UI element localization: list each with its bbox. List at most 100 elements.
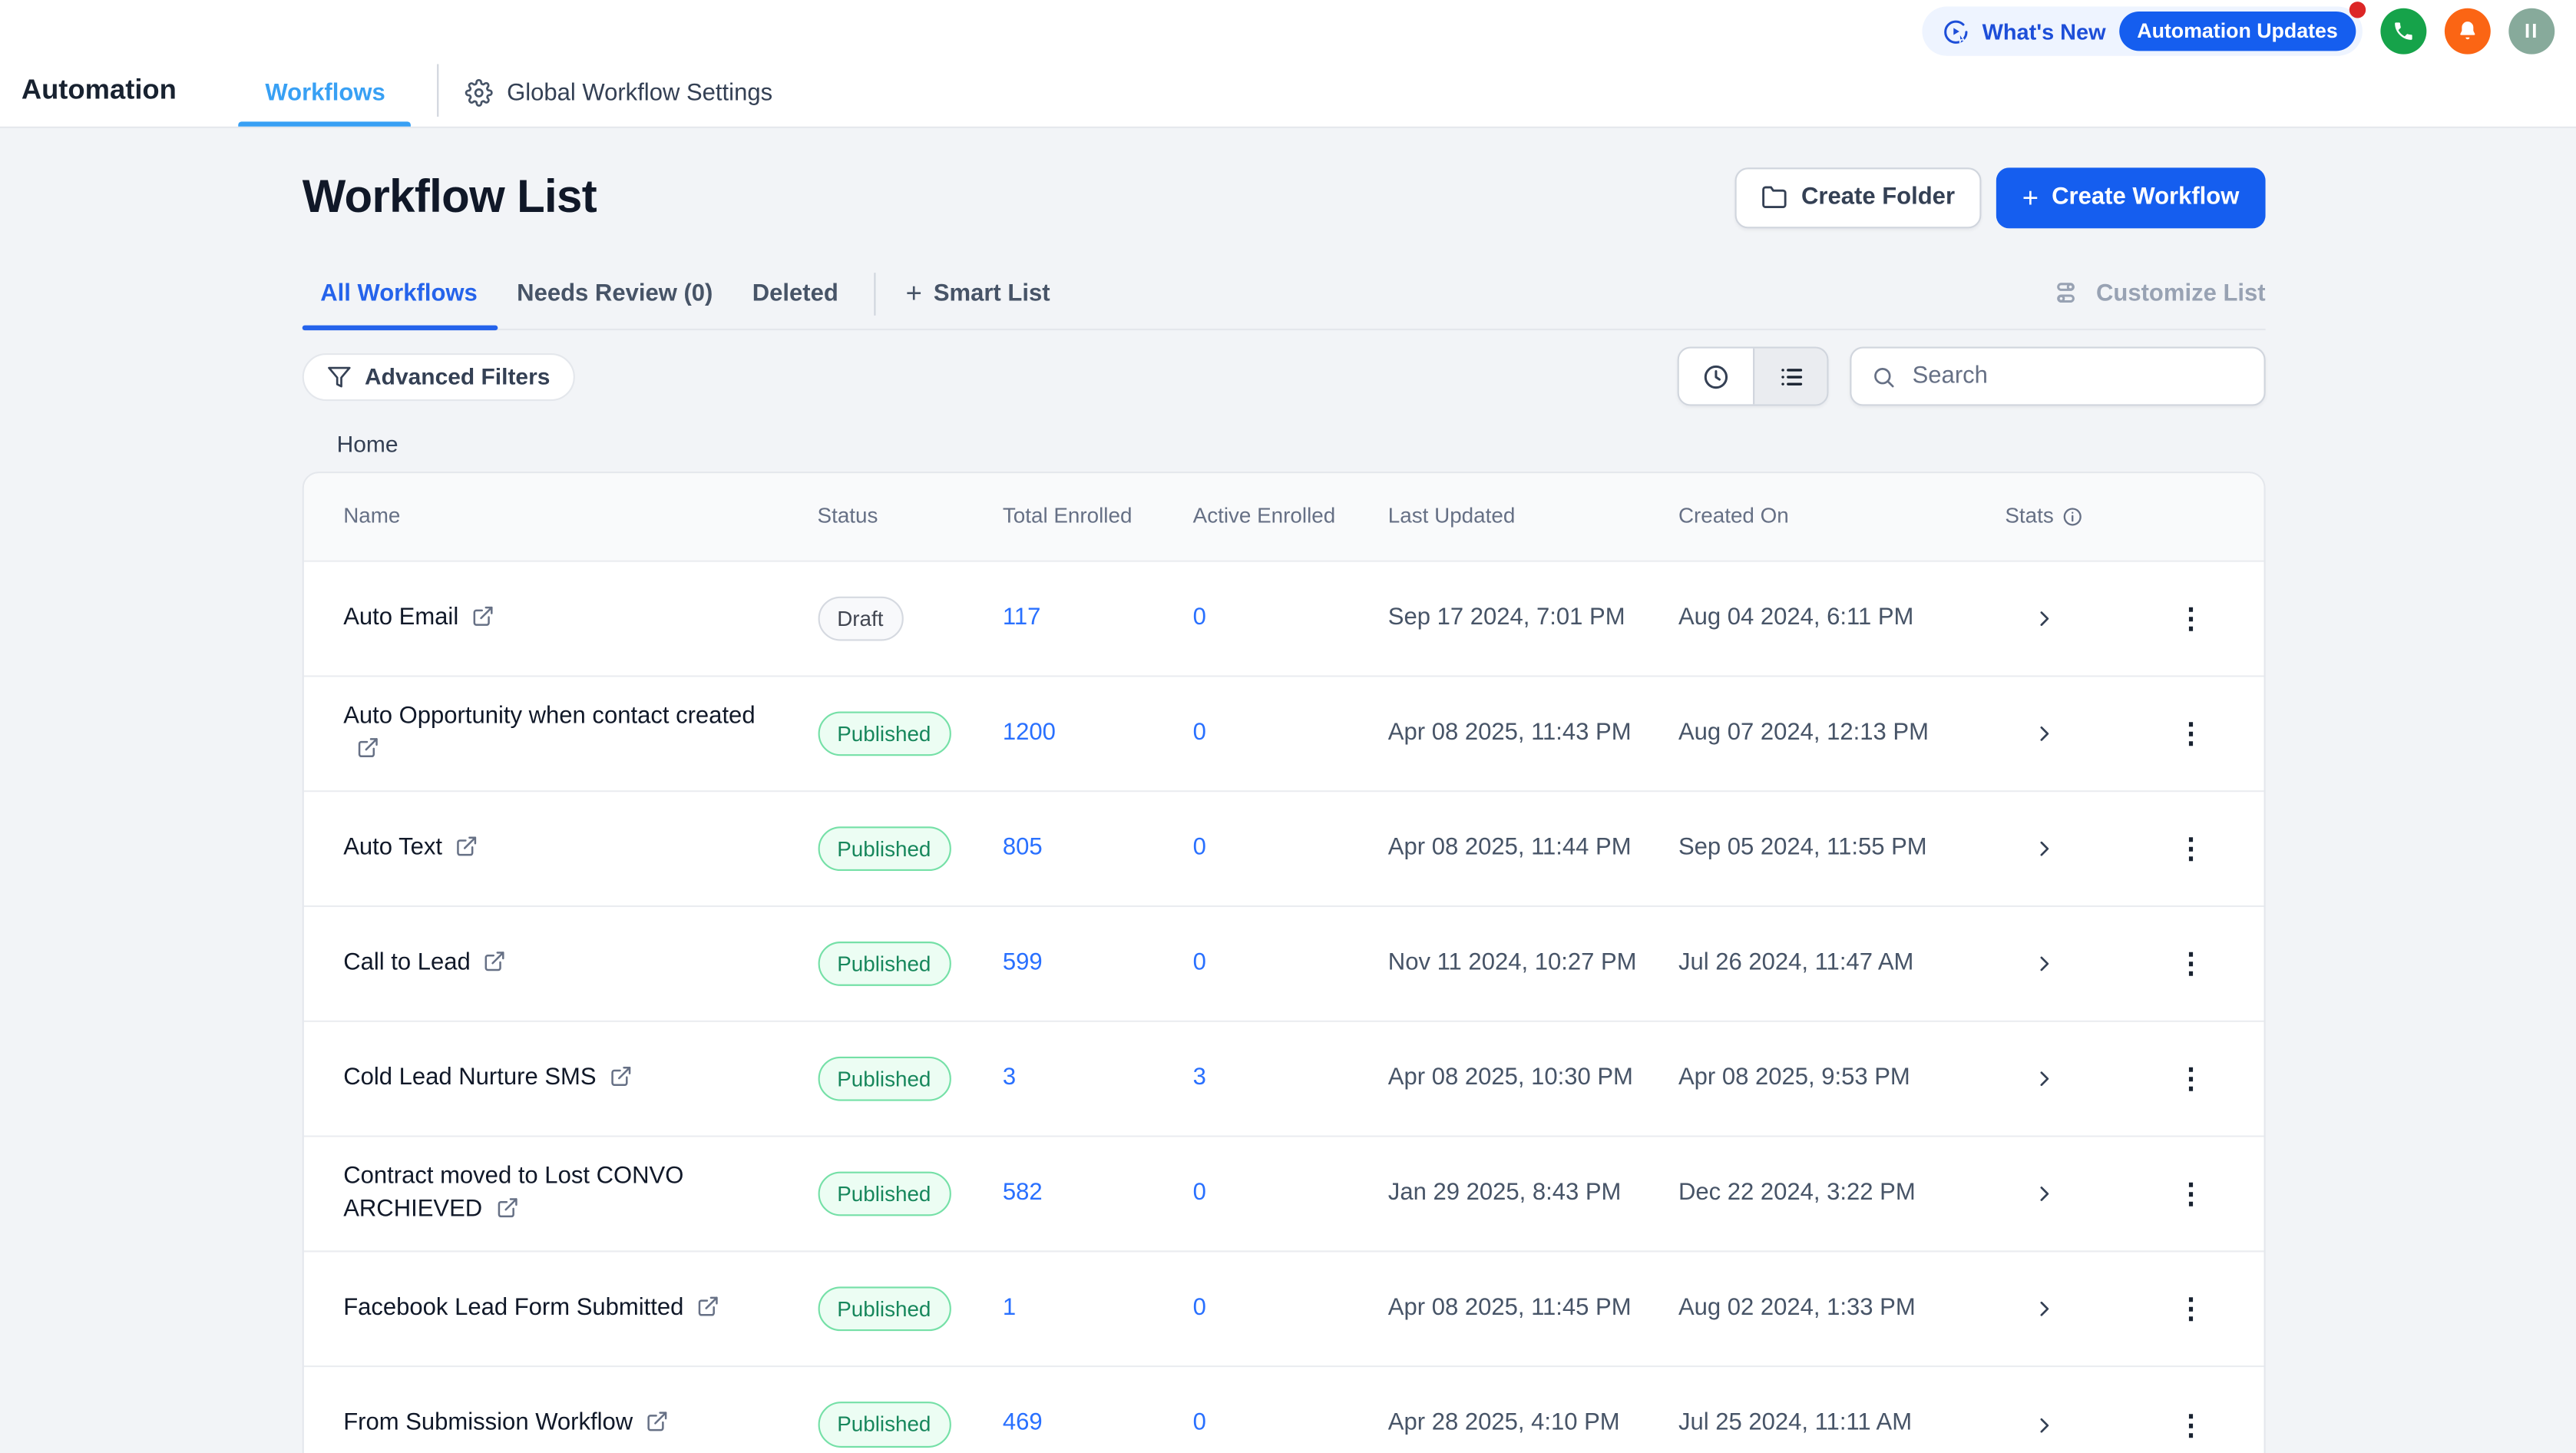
external-link-icon[interactable]: [356, 736, 379, 759]
table-row[interactable]: From Submission Workflow Published 469 0…: [303, 1367, 2264, 1453]
last-updated-value: Apr 08 2025, 11:44 PM: [1387, 834, 1632, 861]
table-row[interactable]: Cold Lead Nurture SMS Published 3 3 Apr …: [303, 1021, 2264, 1137]
nav-tab-workflows[interactable]: Workflows: [239, 81, 412, 127]
total-enrolled-link[interactable]: 117: [1002, 604, 1041, 631]
created-on-value: Sep 05 2024, 11:55 PM: [1678, 834, 1927, 861]
main-nav: Automation Workflows Global Workflow Set…: [0, 51, 772, 127]
status-badge: Published: [817, 826, 951, 872]
status-badge: Published: [817, 1286, 951, 1332]
stats-chevron-icon[interactable]: [2032, 721, 2056, 746]
last-updated-value: Apr 28 2025, 4:10 PM: [1387, 1410, 1620, 1437]
workflow-name[interactable]: Facebook Lead Form Submitted: [343, 1292, 719, 1325]
total-enrolled-link[interactable]: 805: [1002, 834, 1043, 861]
create-folder-button[interactable]: Create Folder: [1735, 167, 1982, 228]
active-enrolled-link[interactable]: 0: [1192, 834, 1206, 861]
row-menu-icon[interactable]: ⋮: [2177, 832, 2205, 865]
last-updated-value: Apr 08 2025, 11:43 PM: [1387, 719, 1632, 746]
tab-deleted[interactable]: Deleted: [752, 280, 838, 308]
table-row[interactable]: Auto Text Published 805 0 Apr 08 2025, 1…: [303, 792, 2264, 908]
external-link-icon[interactable]: [455, 834, 478, 857]
global-workflow-settings-link[interactable]: Global Workflow Settings: [465, 78, 772, 127]
stats-chevron-icon[interactable]: [2032, 1412, 2056, 1437]
external-link-icon[interactable]: [471, 604, 494, 627]
row-menu-icon[interactable]: ⋮: [2177, 1292, 2205, 1325]
table-row[interactable]: Auto Opportunity when contact created Pu…: [303, 677, 2264, 793]
gear-icon: [465, 78, 494, 107]
header-total-enrolled: Total Enrolled: [1002, 502, 1133, 528]
workflow-name[interactable]: Call to Lead: [343, 948, 507, 980]
stats-chevron-icon[interactable]: [2032, 836, 2056, 861]
header-created-on: Created On: [1678, 502, 1789, 528]
whats-new-button[interactable]: What's New Automation Updates: [1921, 2, 2366, 56]
info-icon[interactable]: [2062, 506, 2083, 528]
table-row[interactable]: Contract moved to Lost CONVO ARCHIEVED P…: [303, 1137, 2264, 1253]
row-menu-icon[interactable]: ⋮: [2177, 718, 2205, 750]
external-link-icon[interactable]: [646, 1410, 669, 1433]
last-updated-value: Nov 11 2024, 10:27 PM: [1387, 949, 1637, 976]
active-enrolled-link[interactable]: 0: [1192, 1294, 1206, 1321]
created-on-value: Dec 22 2024, 3:22 PM: [1678, 1179, 1916, 1206]
status-badge: Published: [817, 1171, 951, 1216]
external-link-icon[interactable]: [495, 1196, 518, 1219]
active-enrolled-link[interactable]: 0: [1192, 1179, 1206, 1206]
active-enrolled-link[interactable]: 0: [1192, 1410, 1206, 1437]
row-menu-icon[interactable]: ⋮: [2177, 1408, 2205, 1441]
external-link-icon[interactable]: [610, 1064, 633, 1087]
automation-updates-badge[interactable]: Automation Updates: [2118, 11, 2356, 51]
row-menu-icon[interactable]: ⋮: [2177, 603, 2205, 634]
create-workflow-button[interactable]: + Create Workflow: [1996, 167, 2266, 228]
row-menu-icon[interactable]: ⋮: [2177, 948, 2205, 980]
created-on-value: Aug 02 2024, 1:33 PM: [1678, 1294, 1916, 1321]
workflow-name[interactable]: Auto Opportunity when contact created: [343, 702, 785, 766]
status-badge: Published: [817, 1056, 951, 1102]
list-icon: [1781, 368, 1802, 385]
phone-button[interactable]: [2380, 8, 2427, 55]
created-on-value: Jul 26 2024, 11:47 AM: [1678, 949, 1914, 976]
history-view-button[interactable]: [1678, 348, 1754, 405]
total-enrolled-link[interactable]: 582: [1002, 1179, 1043, 1206]
total-enrolled-link[interactable]: 469: [1002, 1410, 1043, 1437]
list-view-button[interactable]: [1753, 348, 1827, 405]
workflow-name[interactable]: Auto Text: [343, 832, 478, 865]
total-enrolled-link[interactable]: 599: [1002, 949, 1043, 976]
sliders-icon: [2056, 283, 2075, 303]
created-on-value: Jul 25 2024, 11:11 AM: [1678, 1410, 1913, 1437]
stats-chevron-icon[interactable]: [2032, 1181, 2056, 1206]
external-link-icon[interactable]: [484, 949, 507, 972]
nav-divider: [438, 64, 440, 117]
tab-all-workflows[interactable]: All Workflows: [302, 281, 498, 331]
tab-needs-review[interactable]: Needs Review (0): [517, 280, 713, 308]
total-enrolled-link[interactable]: 1200: [1002, 719, 1056, 746]
workflow-name[interactable]: Auto Email: [343, 603, 494, 635]
table-row[interactable]: Call to Lead Published 599 0 Nov 11 2024…: [303, 907, 2264, 1022]
row-menu-icon[interactable]: ⋮: [2177, 1178, 2205, 1210]
stats-chevron-icon[interactable]: [2032, 1296, 2056, 1321]
stats-chevron-icon[interactable]: [2032, 952, 2056, 976]
workflow-name[interactable]: Cold Lead Nurture SMS: [343, 1063, 632, 1095]
user-avatar[interactable]: II: [2508, 8, 2555, 55]
workflow-name[interactable]: From Submission Workflow: [343, 1408, 669, 1441]
breadcrumb: Home: [336, 430, 398, 457]
active-enrolled-link[interactable]: 0: [1192, 604, 1206, 631]
search-input[interactable]: [1909, 361, 2244, 392]
active-enrolled-link[interactable]: 3: [1192, 1064, 1206, 1091]
table-row[interactable]: Auto Email Draft 117 0 Sep 17 2024, 7:01…: [303, 561, 2264, 677]
workflow-name[interactable]: Contract moved to Lost CONVO ARCHIEVED: [343, 1163, 684, 1222]
stats-chevron-icon[interactable]: [2032, 607, 2056, 631]
active-enrolled-link[interactable]: 0: [1192, 719, 1206, 746]
app-title: Automation: [21, 74, 177, 105]
row-menu-icon[interactable]: ⋮: [2177, 1063, 2205, 1095]
active-enrolled-link[interactable]: 0: [1192, 949, 1206, 976]
total-enrolled-link[interactable]: 3: [1002, 1064, 1017, 1091]
external-link-icon[interactable]: [697, 1294, 720, 1317]
stats-chevron-icon[interactable]: [2032, 1067, 2056, 1091]
notifications-button[interactable]: [2444, 8, 2491, 55]
total-enrolled-link[interactable]: 1: [1002, 1294, 1017, 1321]
smart-list-button[interactable]: + Smart List: [905, 277, 1050, 309]
created-on-value: Aug 04 2024, 6:11 PM: [1678, 604, 1914, 631]
table-row[interactable]: Facebook Lead Form Submitted Published 1…: [303, 1252, 2264, 1368]
customize-list-button[interactable]: Customize List: [2053, 280, 2266, 329]
advanced-filters-button[interactable]: Advanced Filters: [302, 352, 575, 401]
status-badge: Published: [817, 1402, 951, 1448]
